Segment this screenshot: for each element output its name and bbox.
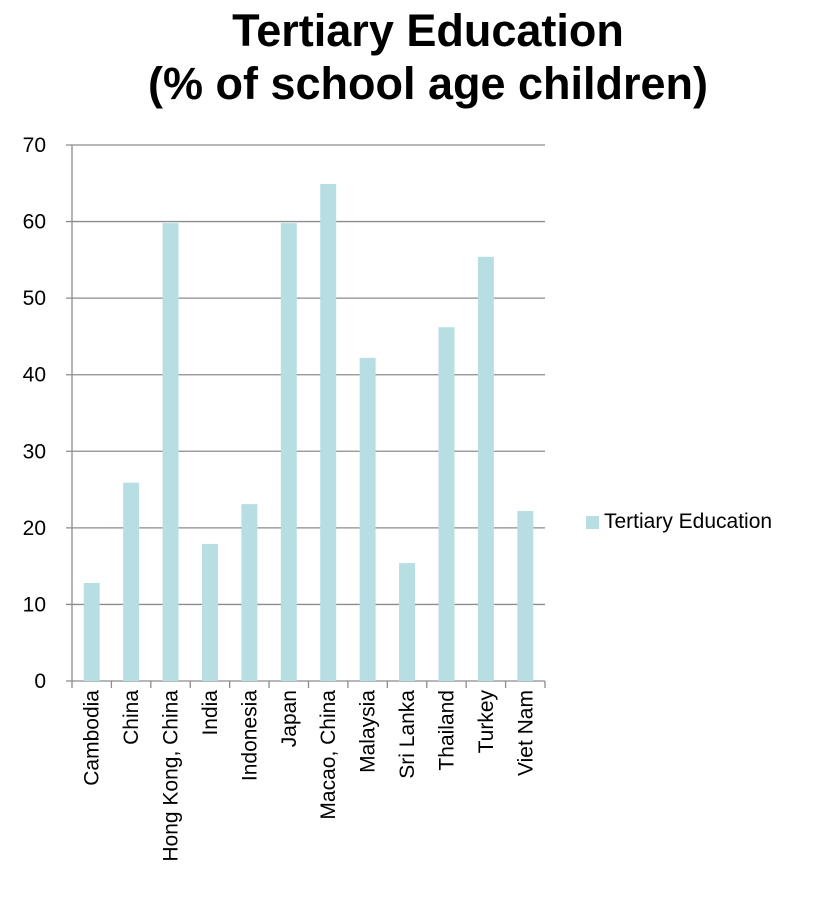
y-tick-label: 20 <box>23 517 46 540</box>
y-tick-label: 30 <box>23 440 46 463</box>
legend-swatch <box>586 515 599 529</box>
bar <box>438 327 455 681</box>
x-category-label: Turkey <box>475 690 498 754</box>
chart-title-line-1: Tertiary Education <box>232 5 624 56</box>
bar <box>123 482 140 681</box>
x-category-label: Japan <box>278 690 301 747</box>
bar <box>201 543 218 681</box>
x-category-label: Indonesia <box>238 690 261 781</box>
bar <box>517 511 534 681</box>
bar <box>359 357 376 681</box>
x-category-label: Hong Kong, China <box>160 690 183 862</box>
y-tick-label: 40 <box>23 364 46 387</box>
x-category-label: India <box>199 690 222 736</box>
chart-title-line-2: (% of school age children) <box>147 58 709 109</box>
bar <box>280 223 297 682</box>
x-category-label: Macao, China <box>317 690 340 820</box>
x-category-label: Sri Lanka <box>396 690 419 779</box>
bar <box>241 504 258 681</box>
x-category-label: Malaysia <box>357 690 380 773</box>
x-category-label: Thailand <box>435 690 458 771</box>
chart-title: Tertiary Education (% of school age chil… <box>0 4 830 110</box>
x-category-label: Cambodia <box>81 690 104 786</box>
x-category-label: Viet Nam <box>514 690 537 776</box>
y-tick-label: 50 <box>23 287 46 310</box>
y-tick-label: 70 <box>23 134 46 157</box>
x-category-label: China <box>120 690 143 745</box>
y-tick-label: 0 <box>34 670 46 693</box>
bar <box>399 563 416 681</box>
legend-label: Tertiary Education <box>604 510 773 533</box>
bar <box>162 223 179 682</box>
bar <box>477 256 494 681</box>
y-tick-label: 60 <box>23 211 46 234</box>
legend: Tertiary Education <box>586 510 772 534</box>
bar <box>320 184 337 681</box>
y-tick-label: 10 <box>23 593 46 616</box>
bar <box>83 582 100 681</box>
